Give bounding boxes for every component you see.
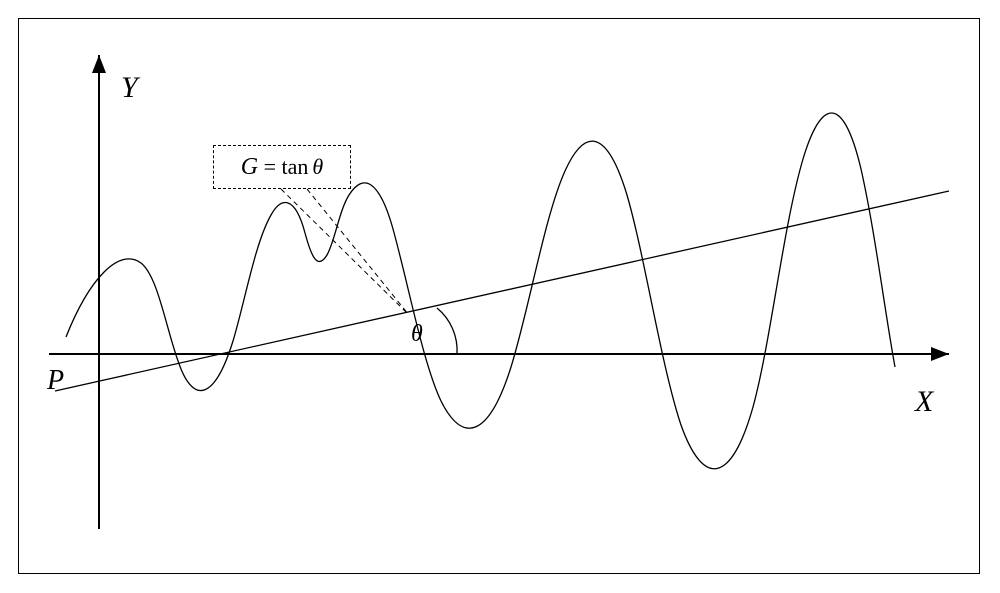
label-theta: θ bbox=[411, 321, 423, 348]
formula-eq: = bbox=[258, 154, 281, 179]
callout-leader-2 bbox=[307, 189, 409, 315]
trend-line bbox=[55, 191, 949, 391]
angle-arc bbox=[437, 308, 457, 354]
formula-tan: tan bbox=[282, 154, 309, 179]
formula: G = tan θ bbox=[241, 154, 323, 181]
signal-curve bbox=[66, 113, 895, 469]
label-P: P bbox=[47, 365, 64, 397]
callout-leader-1 bbox=[281, 189, 409, 315]
formula-G: G bbox=[241, 154, 258, 180]
diagram-svg bbox=[19, 19, 981, 575]
callout-box: G = tan θ bbox=[213, 145, 351, 189]
y-axis-arrow bbox=[92, 55, 106, 73]
label-X: X bbox=[915, 385, 933, 419]
diagram-frame: YXPθG = tan θ bbox=[18, 18, 980, 574]
x-axis-arrow bbox=[931, 347, 949, 361]
label-Y: Y bbox=[121, 71, 138, 105]
formula-th: θ bbox=[312, 154, 323, 179]
